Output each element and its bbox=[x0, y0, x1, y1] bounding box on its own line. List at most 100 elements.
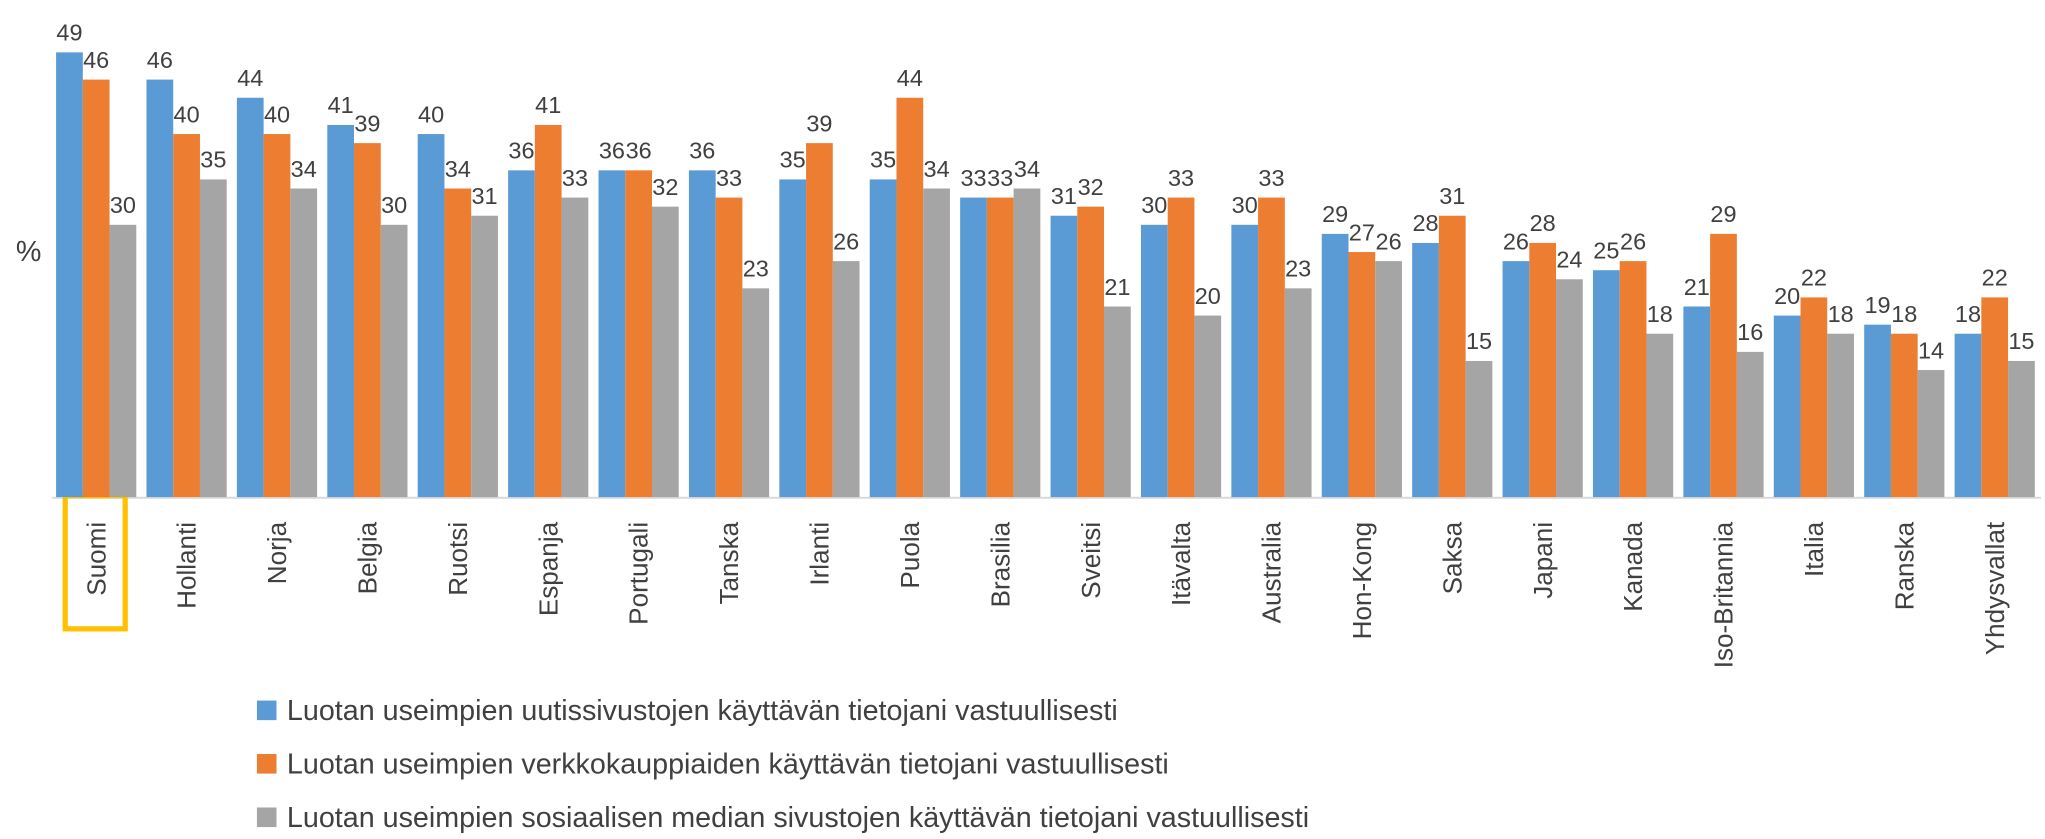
value-label: 23 bbox=[743, 256, 769, 282]
value-label: 30 bbox=[110, 192, 136, 218]
bar bbox=[146, 79, 174, 498]
bar bbox=[625, 170, 652, 498]
bar bbox=[651, 206, 679, 498]
bar bbox=[688, 170, 716, 498]
value-label: 26 bbox=[1620, 228, 1646, 254]
x-tick-label: Kanada bbox=[1618, 521, 1648, 611]
x-tick-label: Norja bbox=[262, 521, 292, 584]
bar bbox=[869, 179, 897, 498]
bar bbox=[986, 197, 1014, 498]
value-label: 22 bbox=[1982, 265, 2008, 291]
x-tick-label: Hollanti bbox=[172, 522, 202, 609]
bar bbox=[1954, 333, 1982, 498]
x-tick-label: Hon-Kong bbox=[1347, 522, 1377, 639]
bar bbox=[263, 134, 291, 498]
y-axis-label: % bbox=[16, 236, 42, 268]
bar bbox=[561, 197, 589, 498]
bar bbox=[1231, 224, 1259, 498]
value-label: 25 bbox=[1593, 237, 1619, 263]
value-label: 15 bbox=[1466, 328, 1492, 354]
legend-label: Luotan useimpien verkkokauppiaiden käytt… bbox=[287, 749, 1169, 781]
value-label: 26 bbox=[833, 228, 859, 254]
bar bbox=[806, 143, 833, 498]
value-label: 28 bbox=[1412, 210, 1438, 236]
value-label: 33 bbox=[1168, 165, 1194, 191]
bar bbox=[508, 170, 535, 498]
value-label: 30 bbox=[1232, 192, 1258, 218]
bar bbox=[1050, 215, 1078, 498]
bar bbox=[1917, 370, 1945, 498]
value-label: 31 bbox=[471, 183, 497, 209]
bar bbox=[236, 97, 264, 498]
bar bbox=[832, 261, 860, 498]
x-tick-label: Belgia bbox=[353, 521, 383, 594]
value-label: 41 bbox=[328, 92, 354, 118]
bar bbox=[1529, 242, 1557, 498]
bar bbox=[1827, 333, 1854, 498]
x-tick-label: Sveitsi bbox=[1076, 522, 1106, 599]
value-label: 21 bbox=[1104, 274, 1130, 300]
bar bbox=[1375, 261, 1402, 498]
x-tick-label: Suomi bbox=[81, 522, 111, 596]
bar bbox=[598, 170, 626, 498]
bar bbox=[417, 134, 445, 498]
bar bbox=[1710, 233, 1737, 498]
x-tick-label: Yhdysvallat bbox=[1980, 521, 2010, 655]
value-label: 33 bbox=[1258, 165, 1284, 191]
bar bbox=[534, 124, 562, 498]
value-label: 39 bbox=[354, 110, 380, 136]
legend-label: Luotan useimpien uutissivustojen käyttäv… bbox=[287, 695, 1118, 727]
bar bbox=[109, 224, 137, 498]
value-label: 31 bbox=[1051, 183, 1077, 209]
value-label: 36 bbox=[626, 138, 652, 164]
x-tick-label: Ruotsi bbox=[443, 522, 473, 596]
x-tick-label: Espanja bbox=[533, 521, 563, 616]
value-label: 34 bbox=[924, 156, 950, 182]
value-label: 29 bbox=[1322, 201, 1348, 227]
value-label: 44 bbox=[897, 65, 923, 91]
value-label: 33 bbox=[960, 165, 986, 191]
bar bbox=[896, 97, 924, 498]
value-label: 18 bbox=[1955, 301, 1981, 327]
bar bbox=[960, 197, 987, 498]
bar bbox=[82, 79, 110, 498]
value-label: 36 bbox=[689, 138, 715, 164]
value-label: 31 bbox=[1439, 183, 1465, 209]
value-label: 18 bbox=[1828, 301, 1854, 327]
bar bbox=[199, 179, 227, 498]
bar bbox=[715, 197, 743, 498]
bar bbox=[444, 188, 472, 498]
bar bbox=[1981, 297, 2009, 498]
value-label: 49 bbox=[56, 20, 82, 46]
value-label: 41 bbox=[535, 92, 561, 118]
value-label: 34 bbox=[445, 156, 471, 182]
bar bbox=[1284, 288, 1312, 498]
bar bbox=[327, 124, 355, 498]
value-label: 34 bbox=[1014, 156, 1040, 182]
value-label: 33 bbox=[716, 165, 742, 191]
value-label: 20 bbox=[1774, 283, 1800, 309]
value-label: 35 bbox=[780, 147, 806, 173]
bar bbox=[1013, 188, 1041, 498]
bar bbox=[1502, 261, 1530, 498]
value-label: 32 bbox=[1078, 174, 1104, 200]
bar bbox=[2008, 360, 2035, 498]
bar bbox=[1800, 297, 1828, 498]
value-label: 26 bbox=[1376, 228, 1402, 254]
value-label: 22 bbox=[1801, 265, 1827, 291]
value-label: 19 bbox=[1865, 292, 1891, 318]
x-tick-label: Saksa bbox=[1437, 521, 1467, 594]
x-tick-label: Italia bbox=[1799, 521, 1829, 577]
bar bbox=[1890, 333, 1918, 498]
value-label: 35 bbox=[870, 147, 896, 173]
x-tick-label: Japani bbox=[1528, 522, 1558, 599]
x-tick-label: Brasilia bbox=[985, 521, 1015, 607]
value-label: 46 bbox=[147, 47, 173, 73]
value-label: 27 bbox=[1349, 219, 1375, 245]
legend-swatch bbox=[256, 807, 277, 828]
bar bbox=[290, 188, 318, 498]
value-label: 40 bbox=[174, 101, 200, 127]
value-label: 32 bbox=[652, 174, 678, 200]
legend-swatch bbox=[256, 754, 277, 774]
bar bbox=[1140, 224, 1168, 498]
